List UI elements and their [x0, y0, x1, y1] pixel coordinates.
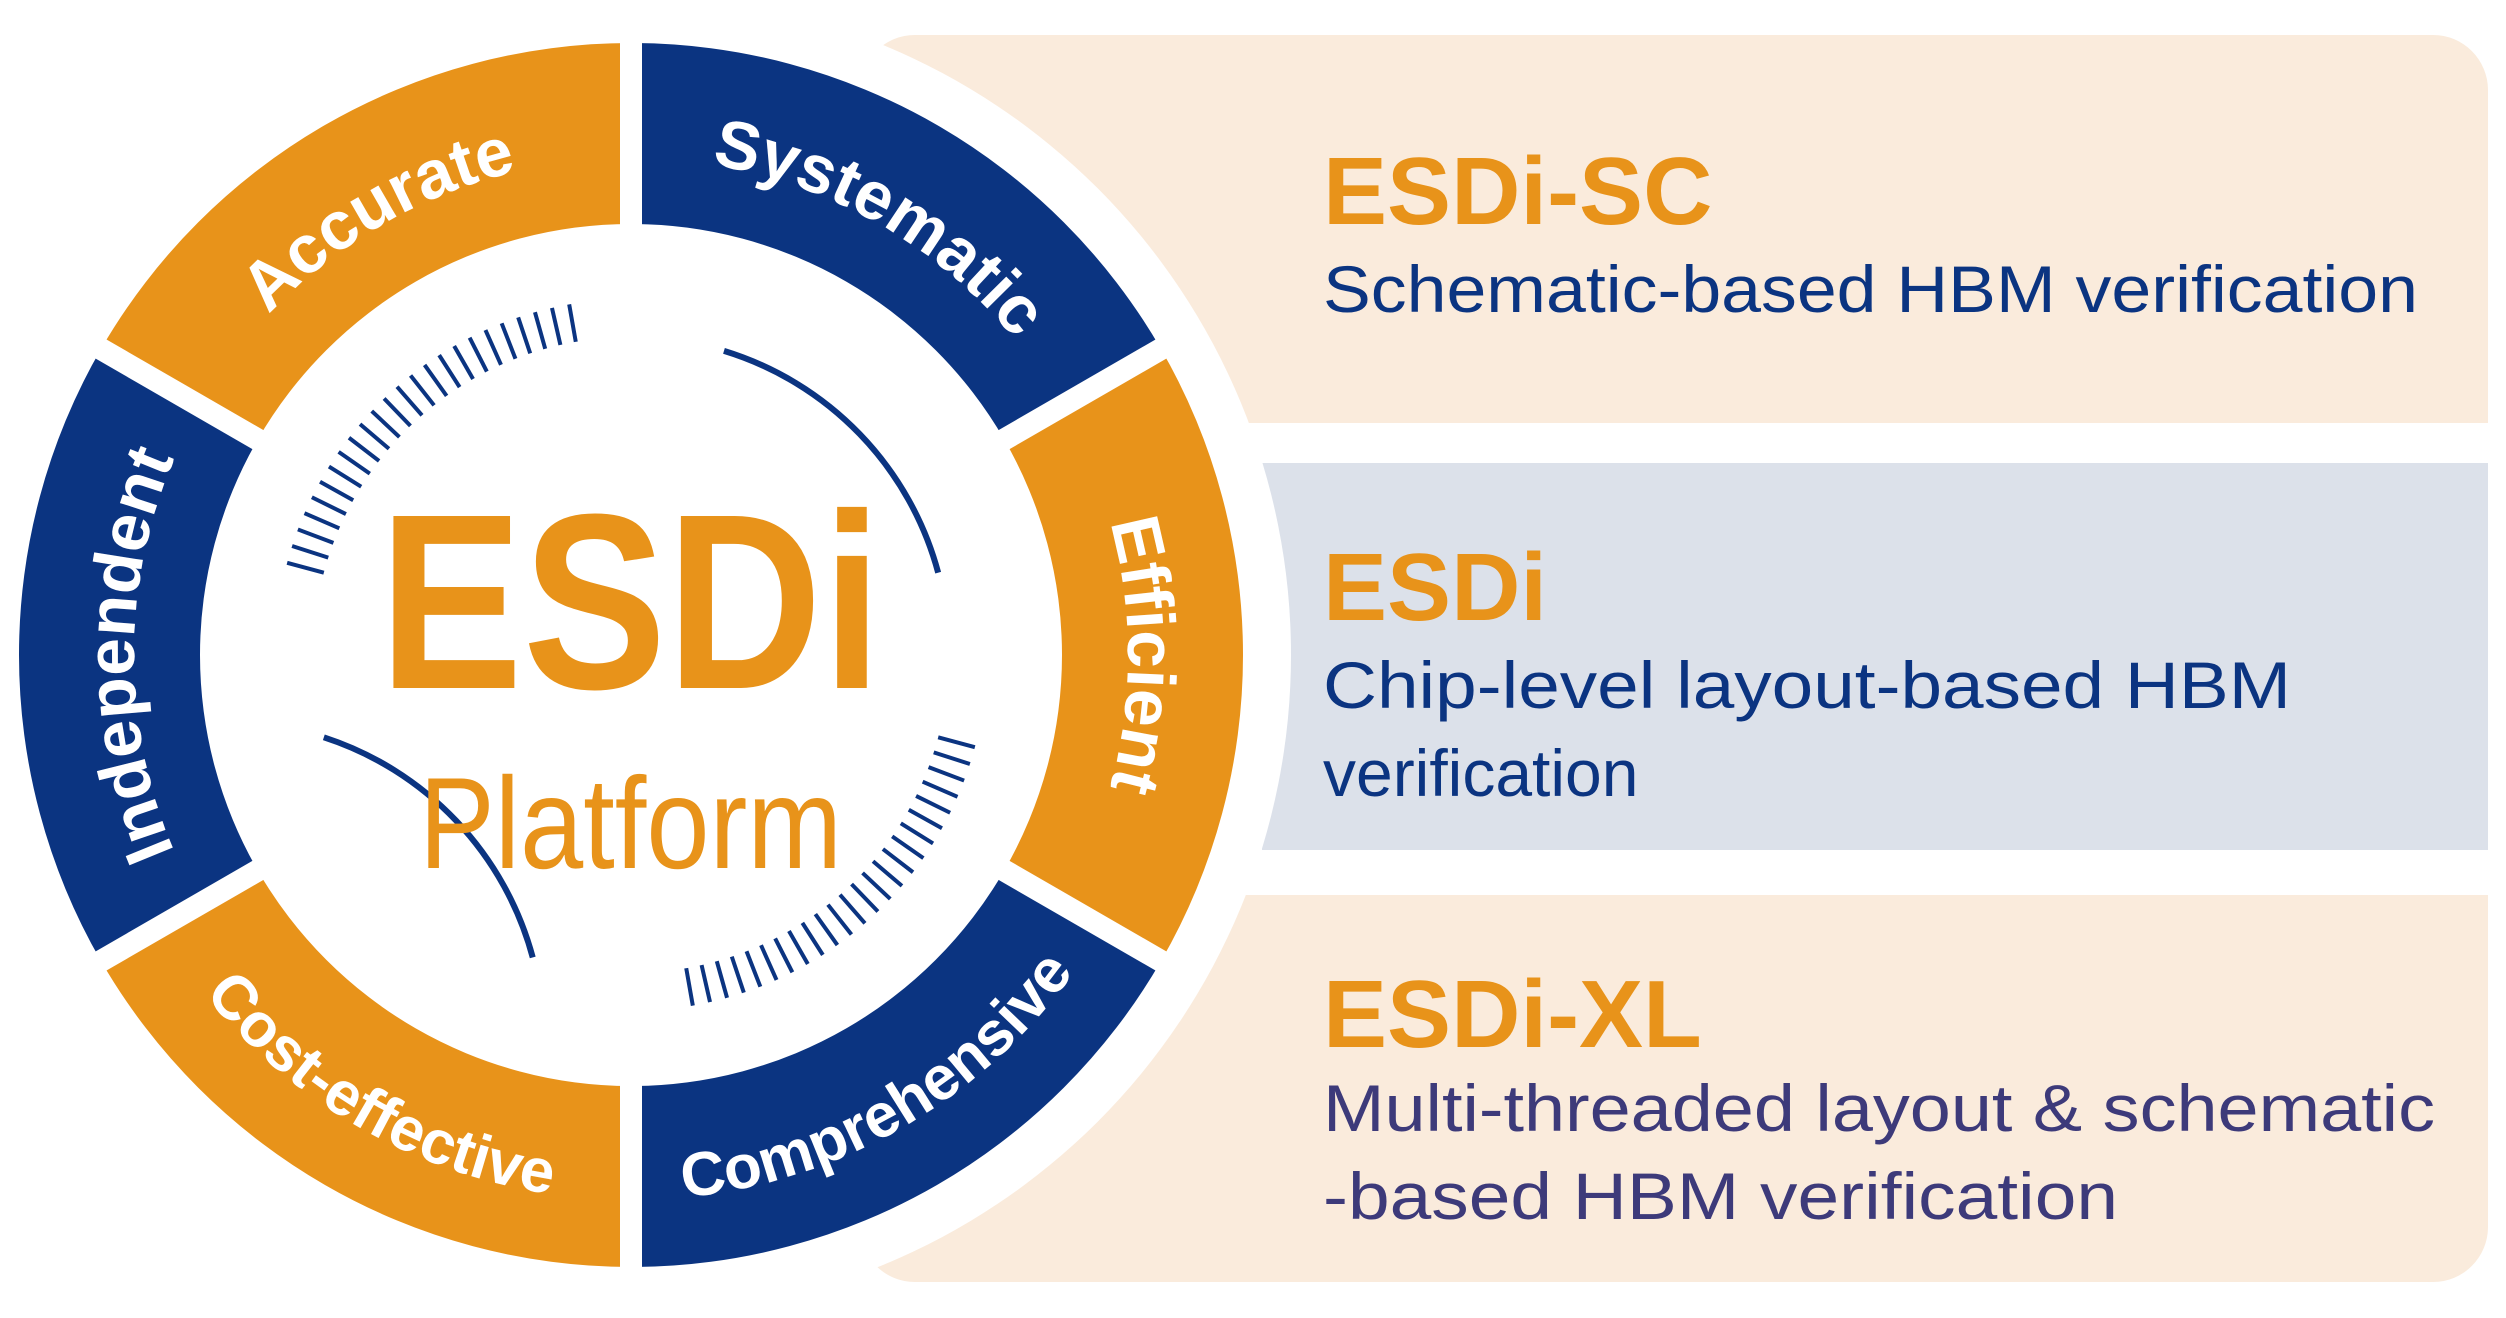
- tick-mark-lower-right: [787, 930, 810, 965]
- tick-mark-lower-right: [729, 955, 746, 994]
- center-title: ESDi: [379, 462, 882, 741]
- panel-description-line-1: Chip-level layout-based HBM: [1323, 648, 2291, 722]
- tick-mark-lower-right: [800, 921, 825, 956]
- tick-mark-upper-left: [319, 479, 355, 502]
- tick-mark-lower-right: [937, 735, 976, 750]
- panel-description-line-2: verification: [1323, 736, 1638, 810]
- tick-mark-lower-right: [907, 808, 943, 831]
- tick-mark-lower-right: [684, 967, 695, 1006]
- wheel: [18, 43, 1243, 1267]
- tick-mark-upper-left: [499, 322, 518, 360]
- segment-accurate: [100, 43, 632, 440]
- tick-mark-lower-right: [881, 847, 915, 874]
- segment-cost-effective: [100, 870, 632, 1267]
- inner-arc-lower-left: [322, 734, 536, 959]
- tick-mark-lower-right: [915, 794, 952, 815]
- tick-mark-upper-left: [337, 450, 371, 476]
- tick-mark-lower-right: [933, 750, 971, 766]
- tick-mark-upper-left: [382, 397, 412, 428]
- panel-description-line-1: Multi-threaded layout & schematic: [1323, 1071, 2435, 1145]
- segment-divider: [994, 858, 1171, 974]
- tick-mark-upper-left: [408, 374, 436, 407]
- tick-mark-upper-left: [483, 329, 503, 366]
- tick-mark-upper-left: [437, 354, 462, 389]
- inner-arc-upper-right: [723, 348, 942, 574]
- tick-mark-upper-left: [297, 527, 335, 545]
- tick-mark-lower-right: [921, 779, 959, 799]
- tick-mark-lower-right: [850, 882, 880, 913]
- tick-mark-lower-right: [813, 912, 840, 947]
- segment-comprehensive: [631, 870, 1162, 1267]
- inner-decoration: [286, 304, 976, 1006]
- tick-mark-lower-right: [773, 937, 795, 974]
- panel-title: ESDi: [1323, 534, 1547, 641]
- segment-divider: [994, 336, 1171, 452]
- center-subtitle: Platform: [419, 750, 842, 896]
- tick-mark-upper-left: [286, 560, 325, 575]
- tick-mark-upper-left: [395, 385, 424, 417]
- panel-title: ESDi-SC: [1323, 138, 1712, 245]
- tick-mark-lower-right: [826, 903, 854, 936]
- tick-mark-lower-right: [744, 950, 763, 988]
- panel-esdi-sc: ESDi-SC Schematic-based HBM verification: [1323, 138, 2418, 326]
- tick-mark-upper-left: [550, 307, 563, 346]
- wheel-dividers: [91, 38, 1171, 1272]
- segment-independent: [18, 349, 258, 961]
- panel-esdi-sc-background: [860, 35, 2488, 423]
- segment-divider: [91, 858, 268, 974]
- tick-mark-lower-right: [891, 834, 925, 860]
- panel-esdi-xl-background: [860, 895, 2488, 1282]
- segment-systematic: [631, 43, 1162, 440]
- tick-mark-upper-left: [467, 336, 489, 373]
- panel-esdi: ESDi Chip-level layout-based HBM verific…: [1323, 534, 2291, 810]
- tick-mark-upper-left: [310, 495, 347, 516]
- panel-title: ESDi-XL: [1323, 961, 1702, 1068]
- tick-mark-upper-left: [291, 544, 329, 560]
- tick-mark-lower-right: [927, 765, 965, 783]
- panel-description-line-2: -based HBM verification: [1323, 1159, 2118, 1233]
- tick-mark-upper-left: [567, 304, 578, 343]
- tick-mark-lower-right: [861, 871, 892, 901]
- tick-mark-lower-right: [871, 859, 904, 888]
- tick-mark-upper-left: [516, 316, 533, 355]
- panel-esdi-xl: ESDi-XL Multi-threaded layout & schemati…: [1323, 961, 2435, 1233]
- panel-description: Schematic-based HBM verification: [1323, 252, 2418, 326]
- tick-mark-lower-right: [838, 893, 867, 925]
- panel-esdi-background: [1262, 463, 2488, 850]
- tick-mark-upper-left: [452, 345, 475, 380]
- tick-mark-upper-left: [358, 422, 391, 451]
- tick-mark-upper-left: [327, 464, 363, 489]
- segment-divider: [91, 336, 268, 452]
- tick-mark-upper-left: [347, 436, 381, 463]
- tick-mark-upper-left: [303, 511, 341, 531]
- tick-mark-upper-left: [533, 311, 548, 350]
- tick-mark-lower-right: [759, 944, 779, 981]
- tick-mark-upper-left: [370, 409, 401, 439]
- tick-mark-lower-right: [899, 821, 935, 846]
- tick-mark-lower-right: [714, 960, 729, 999]
- tick-mark-upper-left: [422, 363, 449, 398]
- tick-mark-lower-right: [699, 964, 712, 1003]
- segment-efficient: [1004, 349, 1243, 961]
